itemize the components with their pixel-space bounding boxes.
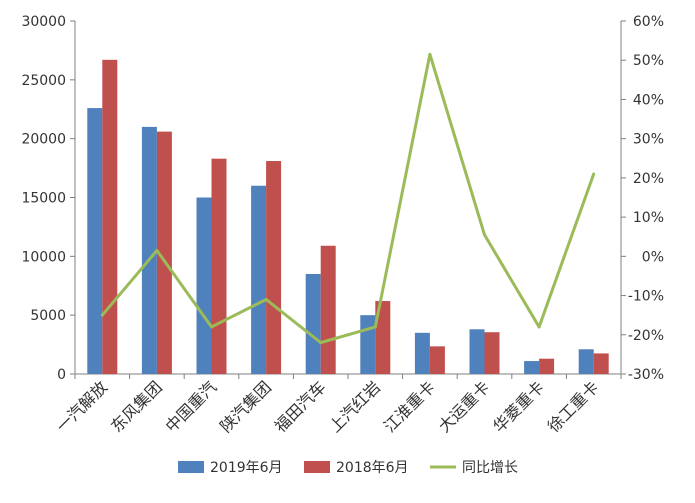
bar-2019 [196, 197, 212, 374]
legend: 2019年6月 2018年6月 同比增长 [178, 460, 518, 476]
left-tick-label: 15000 [21, 191, 66, 207]
category-label: 江淮重卡 [380, 377, 439, 436]
right-tick-label: 30% [633, 132, 664, 148]
growth-point [264, 297, 268, 301]
right-tick-label: 0% [642, 249, 664, 265]
right-tick-label: 40% [633, 92, 664, 108]
legend-label: 同比增长 [462, 460, 518, 476]
category-label: 东风集团 [107, 377, 166, 436]
category-label: 上汽红岩 [325, 377, 384, 436]
left-tick-label: 0 [57, 367, 66, 383]
bar-2018 [102, 59, 118, 375]
left-axis-ticks: 0 5000 10000 15000 20000 25000 30000 [21, 14, 75, 383]
legend-swatch [178, 461, 204, 473]
bar-2018 [320, 245, 336, 374]
left-tick-label: 10000 [21, 249, 66, 265]
bar-2018 [266, 161, 282, 374]
category-label: 陕汽集团 [216, 377, 275, 436]
right-tick-label: -20% [628, 328, 664, 344]
growth-point [483, 233, 486, 237]
right-tick-label: 60% [633, 14, 664, 30]
legend-swatch [304, 461, 330, 473]
bar-2018 [375, 301, 391, 374]
bar-2019 [251, 185, 267, 374]
bar-2019 [141, 126, 157, 375]
growth-point [537, 325, 541, 329]
right-tick-label: 10% [633, 210, 664, 226]
bar-2018 [593, 353, 609, 374]
right-axis-ticks: -30% -20% -10% 0% 10% 20% 30% 40% 50% 60% [621, 14, 664, 383]
bar-2018 [156, 131, 172, 374]
bar-2018 [211, 158, 227, 374]
bar-2018 [429, 346, 445, 374]
growth-point [100, 313, 104, 317]
category-label: 华菱重卡 [489, 377, 548, 436]
category-label: 福田汽车 [271, 377, 330, 436]
category-label: 大运重卡 [435, 377, 494, 436]
legend-label: 2018年6月 [336, 460, 409, 476]
bar-2019 [360, 315, 376, 374]
bar-2019 [87, 108, 103, 374]
growth-line [100, 52, 596, 345]
left-tick-label: 20000 [21, 132, 66, 148]
right-tick-label: 50% [633, 53, 664, 69]
category-label: 徐工重卡 [544, 377, 603, 436]
left-tick-label: 25000 [21, 73, 66, 89]
bar-2018 [484, 332, 500, 374]
growth-point [210, 325, 213, 329]
bar-2019 [469, 329, 485, 374]
growth-point [592, 172, 596, 176]
category-label: 一汽解放 [52, 377, 111, 436]
growth-point [373, 325, 377, 329]
bar-2019 [578, 349, 594, 374]
left-tick-label: 5000 [30, 308, 66, 324]
bar-2019 [305, 273, 321, 374]
category-label: 中国重汽 [162, 377, 221, 436]
right-tick-label: -30% [628, 367, 664, 383]
bar-2019 [524, 361, 540, 374]
bar-2019 [414, 332, 430, 374]
bars [87, 59, 609, 375]
right-tick-label: 20% [633, 171, 664, 187]
bar-2018 [539, 358, 555, 374]
growth-point [428, 52, 432, 56]
legend-label: 2019年6月 [210, 460, 283, 476]
left-tick-label: 30000 [21, 14, 66, 30]
growth-point [155, 248, 159, 252]
growth-point [319, 341, 323, 345]
right-tick-label: -10% [628, 289, 664, 305]
growth-line-path [101, 52, 596, 345]
